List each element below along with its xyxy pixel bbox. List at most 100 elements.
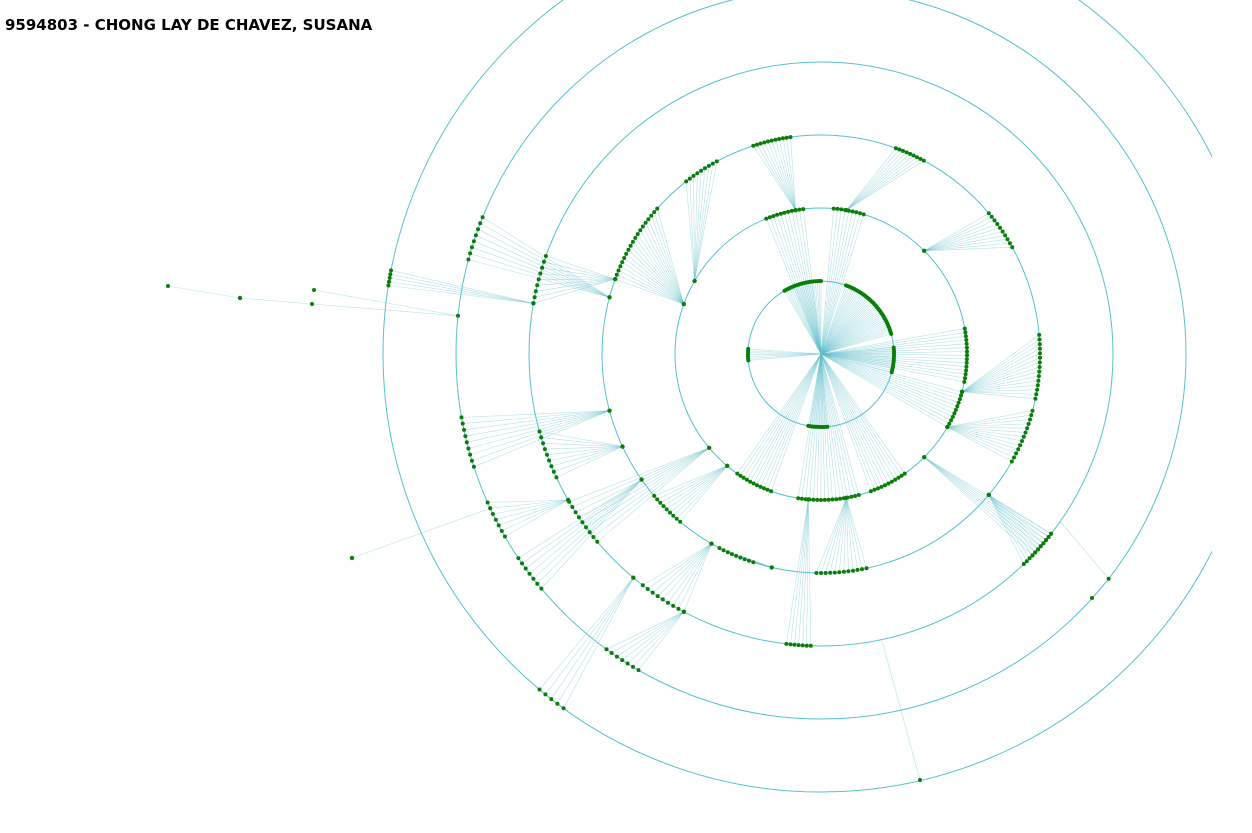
graph-node[interactable] [861, 212, 866, 217]
graph-node[interactable] [741, 475, 746, 480]
graph-node[interactable] [538, 271, 543, 276]
graph-node[interactable] [166, 284, 170, 288]
graph-node[interactable] [962, 379, 967, 384]
graph-node[interactable] [758, 484, 763, 489]
graph-node[interactable] [806, 423, 811, 428]
graph-node[interactable] [1023, 430, 1028, 435]
graph-node[interactable] [478, 221, 483, 226]
graph-node[interactable] [850, 209, 855, 214]
graph-node[interactable] [1009, 459, 1014, 464]
graph-node[interactable] [480, 215, 485, 220]
graph-node[interactable] [614, 654, 619, 659]
graph-node[interactable] [533, 289, 538, 294]
graph-node[interactable] [387, 275, 392, 280]
graph-node[interactable] [764, 216, 769, 221]
graph-node[interactable] [738, 473, 743, 478]
graph-node[interactable] [747, 558, 751, 563]
graph-node[interactable] [539, 435, 544, 440]
graph-node[interactable] [950, 414, 955, 419]
graph-node[interactable] [819, 279, 823, 283]
graph-node[interactable] [814, 571, 819, 575]
graph-node[interactable] [620, 260, 625, 265]
graph-node[interactable] [789, 208, 794, 213]
graph-node[interactable] [631, 575, 636, 580]
graph-node[interactable] [799, 496, 804, 501]
graph-node[interactable] [1037, 337, 1042, 342]
graph-node[interactable] [915, 155, 919, 160]
graph-node[interactable] [674, 516, 679, 521]
graph-node[interactable] [886, 481, 891, 486]
graph-node[interactable] [535, 283, 540, 288]
graph-node[interactable] [738, 555, 743, 560]
graph-node[interactable] [1035, 387, 1040, 392]
graph-node[interactable] [527, 571, 532, 576]
graph-node[interactable] [349, 555, 355, 561]
graph-node[interactable] [721, 548, 726, 553]
graph-node[interactable] [702, 166, 707, 171]
graph-node[interactable] [1024, 559, 1029, 564]
graph-node[interactable] [532, 295, 537, 300]
graph-node[interactable] [1038, 544, 1043, 549]
graph-node[interactable] [543, 254, 548, 258]
graph-node[interactable] [639, 477, 644, 482]
graph-node[interactable] [502, 534, 507, 539]
graph-node[interactable] [614, 272, 619, 277]
graph-node[interactable] [868, 489, 873, 494]
graph-node[interactable] [1007, 241, 1012, 246]
graph-node[interactable] [964, 368, 969, 373]
graph-node[interactable] [624, 251, 629, 256]
graph-node[interactable] [635, 232, 640, 237]
graph-node[interactable] [744, 477, 749, 482]
graph-node[interactable] [964, 360, 969, 365]
graph-node[interactable] [830, 497, 835, 502]
graph-node[interactable] [1041, 541, 1046, 546]
graph-node[interactable] [1016, 447, 1021, 452]
graph-node[interactable] [1036, 547, 1040, 552]
graph-node[interactable] [706, 163, 711, 168]
graph-node[interactable] [587, 530, 592, 535]
graph-node[interactable] [468, 251, 473, 256]
graph-node[interactable] [649, 213, 654, 218]
graph-node[interactable] [853, 494, 858, 498]
graph-node[interactable] [832, 570, 837, 575]
graph-node[interactable] [490, 512, 495, 516]
graph-node[interactable] [466, 446, 471, 451]
graph-node[interactable] [691, 173, 696, 178]
graph-node[interactable] [1020, 439, 1024, 443]
graph-node[interactable] [613, 276, 618, 282]
graph-node[interactable] [956, 400, 961, 405]
graph-node[interactable] [755, 483, 759, 488]
graph-node[interactable] [545, 452, 549, 457]
graph-node[interactable] [834, 497, 839, 502]
graph-node[interactable] [539, 586, 544, 591]
graph-node[interactable] [681, 609, 687, 614]
graph-node[interactable] [856, 493, 861, 497]
graph-node[interactable] [1029, 413, 1034, 418]
graph-node[interactable] [864, 566, 869, 571]
graph-node[interactable] [986, 211, 991, 216]
graph-node[interactable] [835, 206, 840, 211]
graph-node[interactable] [815, 497, 820, 502]
graph-node[interactable] [762, 140, 767, 145]
graph-node[interactable] [549, 464, 554, 469]
graph-node[interactable] [687, 176, 692, 181]
graph-node[interactable] [1046, 535, 1051, 539]
graph-node[interactable] [778, 211, 783, 216]
graph-node[interactable] [714, 159, 719, 164]
graph-node[interactable] [620, 658, 625, 663]
graph-node[interactable] [899, 473, 904, 478]
graph-node[interactable] [520, 561, 524, 566]
graph-node[interactable] [616, 268, 621, 273]
graph-node[interactable] [837, 570, 842, 575]
graph-node[interactable] [851, 568, 855, 573]
graph-node[interactable] [902, 471, 907, 476]
graph-node[interactable] [555, 701, 560, 706]
graph-node[interactable] [945, 424, 950, 430]
graph-node[interactable] [844, 495, 849, 500]
graph-node[interactable] [889, 331, 894, 336]
graph-node[interactable] [889, 479, 894, 484]
graph-node[interactable] [1037, 346, 1042, 351]
graph-node[interactable] [1037, 342, 1042, 347]
graph-node[interactable] [388, 272, 393, 277]
graph-node[interactable] [652, 493, 657, 498]
